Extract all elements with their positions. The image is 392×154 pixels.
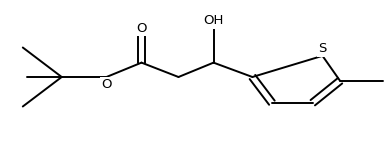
Text: OH: OH [203, 14, 224, 27]
Text: O: O [136, 22, 147, 35]
Text: O: O [101, 78, 112, 91]
Text: S: S [318, 43, 327, 55]
